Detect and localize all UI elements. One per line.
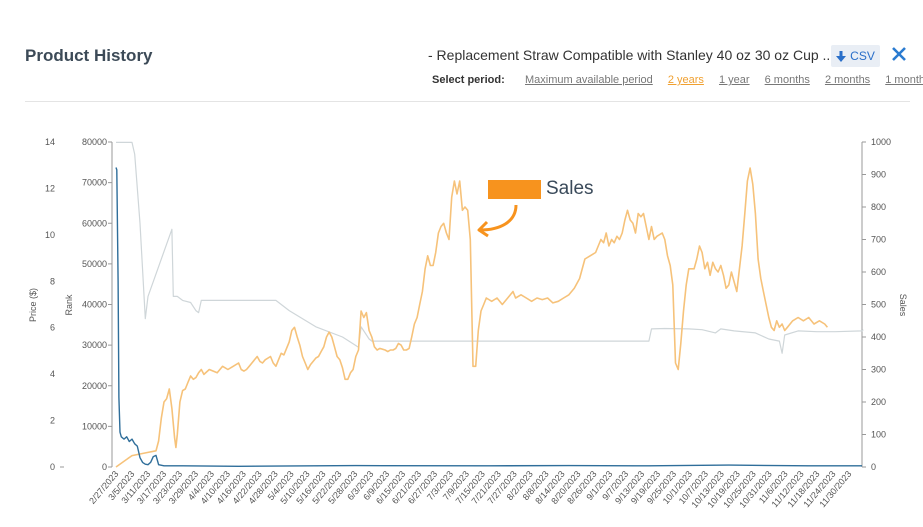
product-name: - Replacement Straw Compatible with Stan… xyxy=(428,47,835,63)
period-2-months[interactable]: 2 months xyxy=(824,74,871,86)
sales-tick-label: 700 xyxy=(871,235,886,245)
rank-tick-label: 40000 xyxy=(82,300,107,310)
price-tick-label: 12 xyxy=(45,183,55,193)
rank-tick-label: 0 xyxy=(102,462,107,472)
sales-tick-label: 200 xyxy=(871,397,886,407)
sales-tick-label: 800 xyxy=(871,202,886,212)
sales-tick-label: 600 xyxy=(871,267,886,277)
price-series-line xyxy=(115,167,862,467)
sales-tick-label: 100 xyxy=(871,430,886,440)
rank-tick-label: 10000 xyxy=(82,421,107,431)
annotation-redaction xyxy=(488,180,541,199)
rank-tick-label: 60000 xyxy=(82,218,107,228)
price-tick-label: 0 xyxy=(50,462,55,472)
period-max[interactable]: Maximum available period xyxy=(525,74,653,86)
rank-tick-label: 20000 xyxy=(82,381,107,391)
rank-tick-label: 80000 xyxy=(82,137,107,147)
price-axis-title: Price ($) xyxy=(28,288,38,322)
sales-tick-label: 1000 xyxy=(871,137,891,147)
csv-label: CSV xyxy=(850,49,875,63)
price-tick-label: 14 xyxy=(45,137,55,147)
rank-axis-title: Rank xyxy=(64,294,74,316)
period-selector: Maximum available period 2 years 1 year … xyxy=(525,74,923,86)
period-6-months[interactable]: 6 months xyxy=(764,74,810,86)
price-tick-label: 4 xyxy=(50,369,55,379)
price-tick-label: 10 xyxy=(45,230,55,240)
header-divider xyxy=(25,101,910,102)
csv-download-button[interactable]: CSV xyxy=(831,45,880,67)
rank-tick-label: 30000 xyxy=(82,340,107,350)
price-tick-label: 2 xyxy=(50,416,55,426)
period-1-year[interactable]: 1 year xyxy=(718,74,750,86)
sales-tick-label: 500 xyxy=(871,300,886,310)
period-label: Select period: xyxy=(432,74,505,86)
price-tick-label: 8 xyxy=(50,276,55,286)
period-1-month[interactable]: 1 month xyxy=(885,74,923,86)
annotation-label: Sales xyxy=(546,178,594,199)
annotation-arrow-icon xyxy=(477,204,518,238)
sales-tick-label: 400 xyxy=(871,332,886,342)
rank-tick-label: 70000 xyxy=(82,178,107,188)
rank-tick-label: 50000 xyxy=(82,259,107,269)
sales-tick-label: 300 xyxy=(871,365,886,375)
sales-tick-label: 900 xyxy=(871,170,886,180)
sales-series-line xyxy=(115,167,829,468)
sales-tick-label: 0 xyxy=(871,462,876,472)
close-button[interactable] xyxy=(890,45,910,67)
download-icon xyxy=(836,50,847,62)
rank-series-line xyxy=(116,141,864,354)
sales-axis-title: Sales xyxy=(898,294,908,317)
page-title: Product History xyxy=(25,46,153,65)
close-icon xyxy=(892,47,906,61)
price-tick-label: 6 xyxy=(50,323,55,333)
period-2-years[interactable]: 2 years xyxy=(667,74,704,86)
